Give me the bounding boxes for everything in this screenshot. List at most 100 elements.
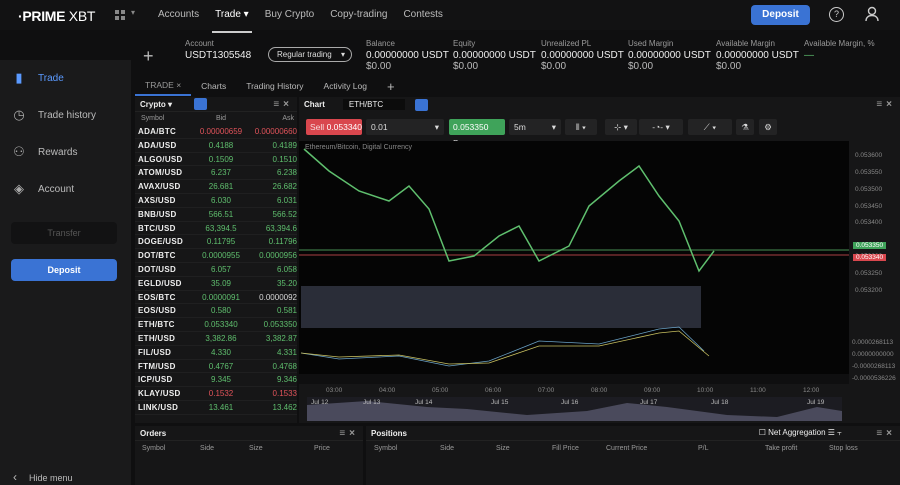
market-row[interactable]: AXS/USD 6.030 6.031: [135, 194, 297, 208]
chevron-down-icon[interactable]: ▾: [131, 8, 136, 17]
market-row[interactable]: KLAY/USD 0.1532 0.1533: [135, 387, 297, 401]
price-tick: 0.053500: [855, 186, 883, 193]
buy-button[interactable]: 0.053350 Buy: [449, 119, 505, 148]
market-category-select[interactable]: Crypto ▾: [140, 99, 173, 109]
timeline-navigator[interactable]: Jul 12 Jul 13 Jul 14 Jul 15 Jul 16 Jul 17 Jul …: [307, 397, 842, 421]
stat-equity: Equity 0.00000000 USDT $0.00: [453, 39, 536, 72]
interval-select[interactable]: 5m ▾: [509, 119, 561, 135]
navigator-date: Jul 14: [415, 399, 433, 406]
market-row[interactable]: EGLD/USD 35.09 35.20: [135, 277, 297, 291]
logo[interactable]: ·PRIME XBT: [18, 8, 96, 24]
tab-charts[interactable]: Charts: [201, 81, 227, 91]
navigator-date: Jul 12: [311, 399, 329, 406]
nav-contests[interactable]: Contests: [403, 9, 443, 20]
quantity-select[interactable]: 0.01 ▾: [366, 119, 444, 135]
price-tick: 0.053600: [855, 152, 883, 159]
market-row[interactable]: ETH/BTC 0.053340 0.053350: [135, 318, 297, 332]
sell-button[interactable]: Sell 0.053340: [306, 119, 362, 135]
macd-tick: 0.0000268113: [852, 339, 894, 346]
tab-activity-log[interactable]: Activity Log: [323, 81, 367, 91]
nav-buy-crypto[interactable]: Buy Crypto: [264, 9, 315, 20]
time-tick: 11:00: [750, 387, 766, 394]
time-tick: 08:00: [591, 387, 608, 394]
help-icon[interactable]: ?: [829, 7, 844, 22]
orders-panel: Orders ≡× Symbol Side Size Price: [135, 426, 363, 485]
positions-panel: Positions ☐ Net Aggregation ☰ ⫟ ≡× Symbol S…: [366, 426, 900, 485]
navigator-date: Jul 15: [491, 399, 509, 406]
tab-trade[interactable]: TRADE ×: [135, 77, 192, 96]
price-tick: 0.053550: [855, 169, 883, 176]
sidebar-item-trade-history[interactable]: ◷ Trade history: [11, 107, 96, 123]
time-tick: 07:00: [538, 387, 555, 394]
user-icon[interactable]: [865, 6, 879, 22]
bar-chart-icon: ▮: [15, 70, 23, 85]
time-tick: 03:00: [326, 387, 343, 394]
price-chart[interactable]: Ethereum/Bitcoin, Digital Currency: [299, 141, 849, 384]
settings-icon[interactable]: ⚙: [759, 119, 777, 135]
market-row[interactable]: FIL/USD 4.330 4.331: [135, 346, 297, 360]
market-row[interactable]: DOT/BTC 0.0000955 0.0000956: [135, 249, 297, 263]
market-row[interactable]: EOS/BTC 0.0000091 0.0000092: [135, 291, 297, 305]
market-row[interactable]: AVAX/USD 26.681 26.682: [135, 180, 297, 194]
market-row[interactable]: ICP/USD 9.345 9.346: [135, 373, 297, 388]
sidebar-deposit-button[interactable]: Deposit: [11, 259, 117, 281]
market-row[interactable]: ETH/USD 3,382.86 3,382.87: [135, 332, 297, 346]
navigator-date: Jul 13: [363, 399, 381, 406]
navigator-date: Jul 19: [807, 399, 825, 406]
macd-tick: -0.0000268113: [852, 363, 896, 370]
market-row[interactable]: ADA/USD 0.4188 0.4189: [135, 139, 297, 153]
macd-tick: 0.0000000000: [852, 351, 894, 358]
market-row[interactable]: ALGO/USD 0.1509 0.1510: [135, 153, 297, 167]
timezone-icon[interactable]: -◔- ▾: [639, 119, 683, 135]
panel-menu-icon[interactable]: ≡×: [273, 99, 293, 110]
trading-mode-select[interactable]: Regular trading ▾: [268, 47, 352, 62]
market-row[interactable]: DOGE/USD 0.11795 0.11796: [135, 235, 297, 250]
market-row[interactable]: ADA/BTC 0.00000659 0.00000660: [135, 125, 297, 139]
stat-unrealized-pl: Unrealized PL 0.00000000 USDT $0.00: [541, 39, 624, 72]
market-row[interactable]: LINK/USD 13.461 13.462: [135, 401, 297, 415]
sidebar-item-account[interactable]: ◈ Account: [11, 181, 74, 197]
stat-balance: Balance 0.00000000 USDT $0.00: [366, 39, 449, 72]
market-row[interactable]: BNB/USD 566.51 566.52: [135, 208, 297, 222]
market-row[interactable]: EOS/USD 0.580 0.581: [135, 304, 297, 319]
nav-copy-trading[interactable]: Copy-trading: [330, 9, 388, 20]
panel-menu-icon[interactable]: ≡×: [339, 428, 359, 439]
price-tick: 0.053450: [855, 203, 883, 210]
close-icon: ×: [176, 80, 182, 90]
time-tick: 10:00: [697, 387, 714, 394]
deposit-button[interactable]: Deposit: [751, 5, 810, 25]
stat-used-margin: Used Margin 0.00000000 USDT $0.00: [628, 39, 711, 72]
net-aggregation-checkbox[interactable]: ☐ Net Aggregation ☰ ⫟: [758, 428, 842, 437]
market-row[interactable]: FTM/USD 0.4767 0.4768: [135, 360, 297, 374]
people-icon: ⚇: [13, 144, 25, 159]
price-tick: 0.053200: [855, 287, 883, 294]
hide-menu-button[interactable]: ‹ Hide menu: [13, 470, 73, 484]
tab-trading-history[interactable]: Trading History: [246, 81, 304, 91]
chart-panel: Chart ETH/BTC ≡× Sell 0.053340 0.01 ▾ 0.053…: [299, 97, 900, 423]
sidebar-item-trade[interactable]: ▮ Trade: [11, 70, 63, 86]
apps-grid-icon[interactable]: [115, 10, 125, 20]
nav-accounts[interactable]: Accounts: [158, 9, 200, 20]
indicators-icon[interactable]: ⊹ ▾: [605, 119, 637, 135]
panel-menu-icon[interactable]: ≡×: [876, 99, 896, 110]
drawing-tool-icon[interactable]: ⟋ ▾: [688, 119, 732, 135]
panel-menu-icon[interactable]: ≡×: [876, 428, 896, 439]
add-account-icon[interactable]: +: [143, 46, 154, 66]
price-tick: 0.053400: [855, 219, 883, 226]
candle-type-icon[interactable]: ⫴ ▾: [565, 119, 597, 135]
link-icon[interactable]: [194, 98, 208, 110]
nav-trade[interactable]: Trade ▾: [207, 0, 257, 33]
market-row[interactable]: DOT/USD 6.057 6.058: [135, 263, 297, 277]
flask-icon[interactable]: ⚗: [736, 119, 754, 135]
market-row[interactable]: ATOM/USD 6.237 6.238: [135, 166, 297, 181]
transfer-button[interactable]: Transfer: [11, 222, 117, 244]
price-tick: 0.053250: [855, 270, 883, 277]
time-tick: 04:00: [379, 387, 396, 394]
sidebar-item-rewards[interactable]: ⚇ Rewards: [11, 144, 77, 160]
symbol-input[interactable]: ETH/BTC: [342, 99, 405, 110]
link-icon[interactable]: [414, 98, 428, 111]
market-row[interactable]: BTC/USD 63,394.5 63,394.6: [135, 222, 297, 236]
add-tab-icon[interactable]: +: [387, 79, 395, 94]
market-watch-panel: Crypto ▾ ≡× Symbol Bid Ask ADA/BTC 0.0000065…: [135, 97, 297, 423]
clock-icon: ◷: [13, 107, 25, 122]
